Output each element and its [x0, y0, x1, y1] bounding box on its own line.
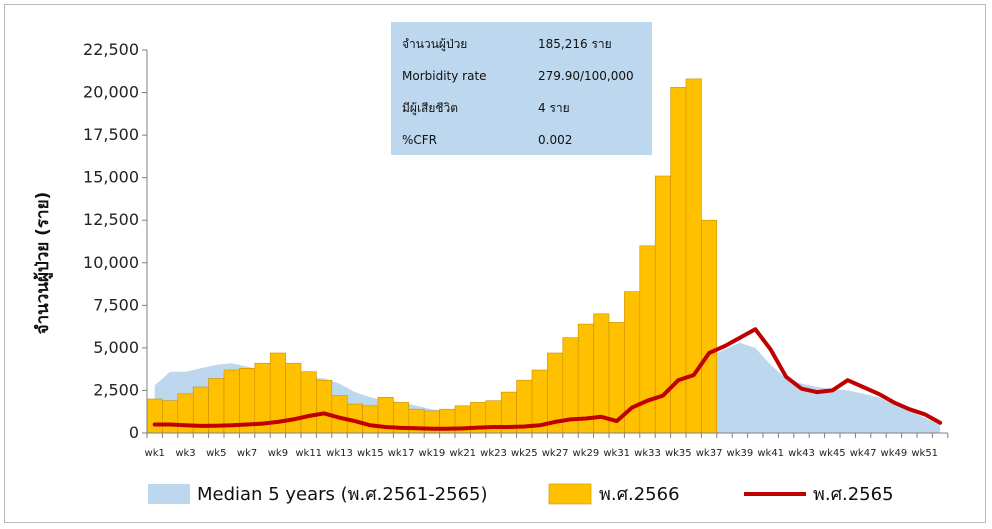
- bar-wk1: [146, 398, 163, 434]
- x-tick-label: wk49: [881, 448, 908, 459]
- y-tick-label: 20,000: [83, 83, 139, 102]
- y-tick-label: 22,500: [83, 40, 139, 59]
- legend-swatch-2566: [548, 483, 592, 505]
- info-box: จำนวนผู้ป่วย 185,216 ราย Morbidity rate 279…: [391, 22, 652, 155]
- legend-label-median: Median 5 years (พ.ศ.2561-2565): [197, 484, 488, 505]
- x-tick-label: wk43: [788, 448, 815, 459]
- line-2565: [152, 327, 943, 431]
- x-tick-label: wk25: [511, 448, 538, 459]
- info-value: 279.90/100,000: [538, 69, 634, 83]
- info-label: มีผู้เสียชีวิต: [402, 101, 458, 116]
- x-tick-label: wk31: [603, 448, 630, 459]
- x-tick-label: wk19: [419, 448, 446, 459]
- x-tick-label: wk41: [757, 448, 784, 459]
- y-tick-label: 10,000: [83, 253, 139, 272]
- x-tick-label: wk15: [357, 448, 384, 459]
- bar-wk10: [285, 362, 302, 434]
- x-tick-label: wk33: [634, 448, 661, 459]
- bar-wk12: [316, 379, 333, 434]
- info-label: Morbidity rate: [402, 69, 487, 83]
- x-tick-label: wk29: [573, 448, 600, 459]
- legend-label-2565: พ.ศ.2565: [813, 484, 894, 505]
- x-tick-label: wk5: [206, 448, 226, 459]
- y-tick-label: 7,500: [93, 295, 139, 314]
- x-tick-label: wk17: [388, 448, 415, 459]
- x-tick-label: wk13: [326, 448, 353, 459]
- info-value: 0.002: [538, 133, 572, 147]
- legend: Median 5 years (พ.ศ.2561-2565) พ.ศ.2566 พ.…: [148, 483, 894, 505]
- x-tick-label: wk45: [819, 448, 846, 459]
- bar-wk11: [300, 371, 317, 434]
- bar-wk15: [362, 405, 379, 434]
- info-label: จำนวนผู้ป่วย: [402, 37, 467, 52]
- y-tick-label: 12,500: [83, 210, 139, 229]
- x-tick-label: wk11: [295, 448, 322, 459]
- y-tick-label: 17,500: [83, 125, 139, 144]
- x-tick-label: wk9: [268, 448, 288, 459]
- x-tick-label: wk39: [727, 448, 754, 459]
- y-axis-label: จำนวนผู้ป่วย (ราย): [33, 192, 54, 335]
- x-tick-label: wk27: [542, 448, 569, 459]
- y-tick-label: 0: [129, 423, 139, 442]
- bar-wk37: [701, 219, 718, 434]
- x-tick-label: wk7: [237, 448, 257, 459]
- x-tick-label: wk37: [696, 448, 723, 459]
- line-layer: [152, 327, 943, 431]
- y-tick-label: 15,000: [83, 168, 139, 187]
- legend-swatch-median: [148, 484, 190, 504]
- info-value: 4 ราย: [538, 101, 570, 115]
- x-tick-label: wk1: [145, 448, 165, 459]
- y-ticks: 0 2,500 5,000 7,500 10,000 12,500 15,000 17,500…: [83, 40, 147, 442]
- x-tick-label: wk21: [449, 448, 476, 459]
- bar-wk2: [162, 400, 179, 434]
- info-label: %CFR: [402, 133, 437, 147]
- x-ticks: wk1 wk3 wk5 wk7 wk9 wk11 wk13 wk15 wk17 wk19 wk21 w…: [145, 433, 949, 459]
- info-value: 185,216 ราย: [538, 37, 612, 51]
- legend-label-2566: พ.ศ.2566: [599, 484, 680, 505]
- x-tick-label: wk35: [665, 448, 692, 459]
- x-tick-label: wk3: [175, 448, 195, 459]
- y-tick-label: 5,000: [93, 338, 139, 357]
- y-tick-label: 2,500: [93, 380, 139, 399]
- bar-wk36: [685, 78, 702, 434]
- info-box-bg: [391, 22, 652, 155]
- x-tick-label: wk51: [911, 448, 938, 459]
- x-tick-label: wk47: [850, 448, 877, 459]
- x-tick-label: wk23: [480, 448, 507, 459]
